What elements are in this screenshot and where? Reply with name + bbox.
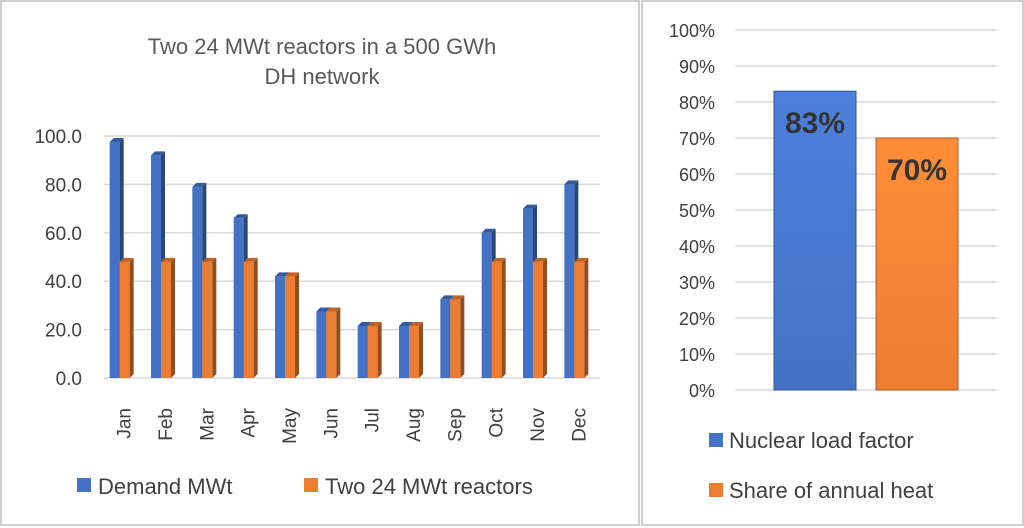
legend-swatch-reactors [304,478,318,492]
legend-swatch-annual-heat [709,483,723,497]
y-tick-label: 40% [679,237,715,257]
data-label: 70% [887,154,947,187]
y-tick-label: 70% [679,129,715,149]
monthly-chart-panel: Two 24 MWt reactors in a 500 GWh DH netw… [0,0,640,526]
chart-title-line-1: Two 24 MWt reactors in a 500 GWh [148,34,496,59]
bar-reactors [285,272,299,378]
x-tick-label: Mar [197,407,218,440]
y-tick-label: 0.0 [56,369,82,390]
summary-chart-panel: 83% 70% 0% 10% 20% 30% 40% 50% 60% 70% 80% 90% 100%… [641,0,1024,526]
x-tick-label: Oct [487,407,508,437]
x-tick-label: May [280,408,301,444]
y-tick-label: 30% [679,273,715,293]
x-tick-label: Sep [445,408,466,442]
bar-reactors [161,257,175,378]
y-tick-label: 80.0 [45,175,82,196]
y-tick-label: 10% [679,345,715,365]
monthly-demand-chart: Two 24 MWt reactors in a 500 GWh DH netw… [34,34,600,499]
legend-swatch-demand [77,478,91,492]
bar-reactors [450,295,465,378]
y-tick-label: 100.0 [34,127,82,148]
bar-reactors [533,257,547,378]
legend-swatch-load-factor [709,433,723,447]
legend-label-reactors: Two 24 MWt reactors [325,474,533,499]
x-tick-label: Jan [115,408,136,439]
x-tick-label: Jul [363,408,384,432]
y-tick-label: 60.0 [45,224,82,245]
legend-label-load-factor: Nuclear load factor [729,428,914,453]
bar-reactors [409,321,423,378]
y-tick-label: 60% [679,165,715,185]
data-label: 83% [785,107,845,140]
bar-reactors [367,321,382,378]
y-tick-label: 100% [669,21,715,41]
y-tick-label: 20.0 [45,321,82,342]
y-tick-label: 40.0 [45,272,82,293]
x-tick-label: Apr [239,407,260,437]
legend-label-annual-heat: Share of annual heat [729,478,933,503]
bar-reactors [326,307,341,378]
bar-annual-heat [875,137,959,391]
bar-reactors [202,257,217,378]
bar-reactors [243,257,258,378]
y-tick-label: 90% [679,57,715,77]
x-tick-label: Aug [404,408,425,442]
x-tick-label: Feb [156,408,177,441]
y-tick-label: 0% [689,381,715,401]
bar-reactors [574,257,589,378]
bar-reactors [491,257,506,378]
chart-title-line-2: DH network [265,64,381,89]
y-tick-label: 80% [679,93,715,113]
bar-reactors [119,257,134,378]
x-tick-label: Jun [321,408,342,439]
legend-label-demand: Demand MWt [98,474,232,499]
bar-load-factor [773,90,857,391]
x-tick-label: Nov [528,408,549,442]
load-factor-chart: 83% 70% 0% 10% 20% 30% 40% 50% 60% 70% 80% 90% 100%… [669,21,997,503]
y-tick-label: 20% [679,309,715,329]
x-tick-label: Dec [569,408,590,442]
y-tick-label: 50% [679,201,715,221]
